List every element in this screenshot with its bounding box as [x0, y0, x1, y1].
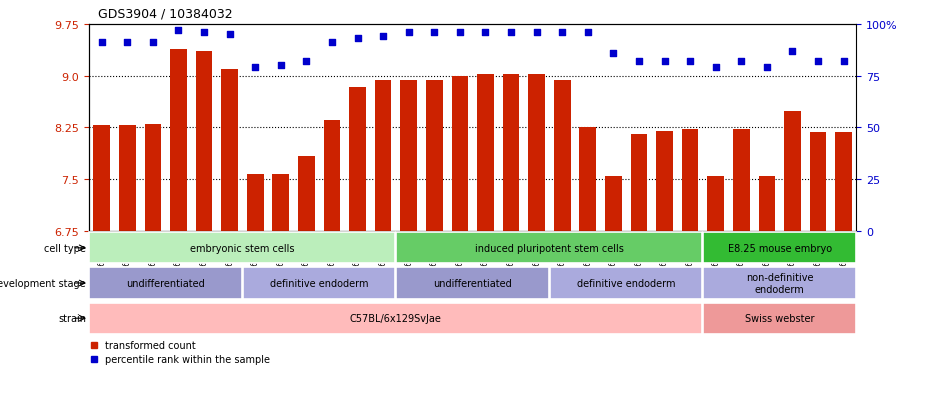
Point: [222, 32, 237, 38]
Text: strain: strain: [58, 313, 86, 323]
Point: [171, 28, 186, 34]
Bar: [426, 81, 443, 231]
Bar: [374, 81, 391, 231]
Point: [273, 63, 288, 69]
Bar: [247, 175, 264, 231]
Bar: [272, 175, 289, 231]
Point: [632, 59, 647, 65]
Bar: [758, 176, 775, 231]
Point: [427, 30, 442, 36]
Bar: [349, 88, 366, 231]
Text: transformed count: transformed count: [105, 341, 196, 351]
Bar: [90, 233, 395, 264]
Bar: [704, 233, 856, 264]
Bar: [733, 130, 750, 231]
Text: C57BL/6x129SvJae: C57BL/6x129SvJae: [350, 313, 442, 323]
Point: [375, 34, 390, 40]
Point: [248, 65, 263, 71]
Text: induced pluripotent stem cells: induced pluripotent stem cells: [475, 243, 624, 253]
Bar: [656, 131, 673, 231]
Bar: [90, 268, 241, 299]
Bar: [704, 268, 856, 299]
Bar: [298, 157, 314, 231]
Bar: [528, 74, 545, 231]
Point: [325, 40, 340, 47]
Text: GDS3904 / 10384032: GDS3904 / 10384032: [98, 8, 233, 21]
Bar: [605, 176, 622, 231]
Bar: [94, 126, 110, 231]
Text: Swiss webster: Swiss webster: [745, 313, 814, 323]
Point: [785, 48, 800, 55]
Point: [682, 59, 697, 65]
Point: [197, 30, 212, 36]
Point: [836, 59, 851, 65]
Bar: [704, 303, 856, 334]
Bar: [397, 268, 548, 299]
Text: non-definitive
endoderm: non-definitive endoderm: [746, 273, 813, 294]
Text: E8.25 mouse embryo: E8.25 mouse embryo: [727, 243, 832, 253]
Text: definitive endoderm: definitive endoderm: [577, 278, 676, 288]
Point: [606, 50, 621, 57]
Point: [95, 40, 110, 47]
Point: [529, 30, 544, 36]
Point: [811, 59, 826, 65]
Point: [402, 30, 417, 36]
Point: [120, 40, 135, 47]
Text: undifferentiated: undifferentiated: [433, 278, 512, 288]
Bar: [554, 81, 571, 231]
Point: [504, 30, 519, 36]
Point: [709, 65, 724, 71]
Bar: [550, 268, 702, 299]
Point: [555, 30, 570, 36]
Bar: [90, 303, 702, 334]
Point: [580, 30, 595, 36]
Point: [299, 59, 314, 65]
Bar: [835, 133, 852, 231]
Point: [452, 30, 467, 36]
Text: undifferentiated: undifferentiated: [126, 278, 205, 288]
Text: definitive endoderm: definitive endoderm: [270, 278, 369, 288]
Point: [657, 59, 672, 65]
Bar: [477, 74, 494, 231]
Bar: [708, 176, 724, 231]
Bar: [579, 127, 596, 231]
Point: [350, 36, 365, 43]
Text: development stage: development stage: [0, 278, 86, 288]
Bar: [681, 130, 698, 231]
Point: [145, 40, 160, 47]
Bar: [119, 126, 136, 231]
Bar: [397, 233, 702, 264]
Bar: [324, 121, 341, 231]
Bar: [401, 81, 417, 231]
Bar: [631, 134, 648, 231]
Bar: [451, 76, 468, 231]
Point: [759, 65, 774, 71]
Bar: [196, 52, 212, 231]
Point: [734, 59, 749, 65]
Point: [478, 30, 493, 36]
Bar: [243, 268, 395, 299]
Bar: [170, 50, 187, 231]
Bar: [221, 69, 238, 231]
Text: embryonic stem cells: embryonic stem cells: [190, 243, 295, 253]
Text: cell type: cell type: [44, 243, 86, 253]
Bar: [144, 125, 161, 231]
Text: percentile rank within the sample: percentile rank within the sample: [105, 354, 271, 364]
Bar: [503, 74, 519, 231]
Bar: [784, 112, 801, 231]
Bar: [810, 133, 826, 231]
